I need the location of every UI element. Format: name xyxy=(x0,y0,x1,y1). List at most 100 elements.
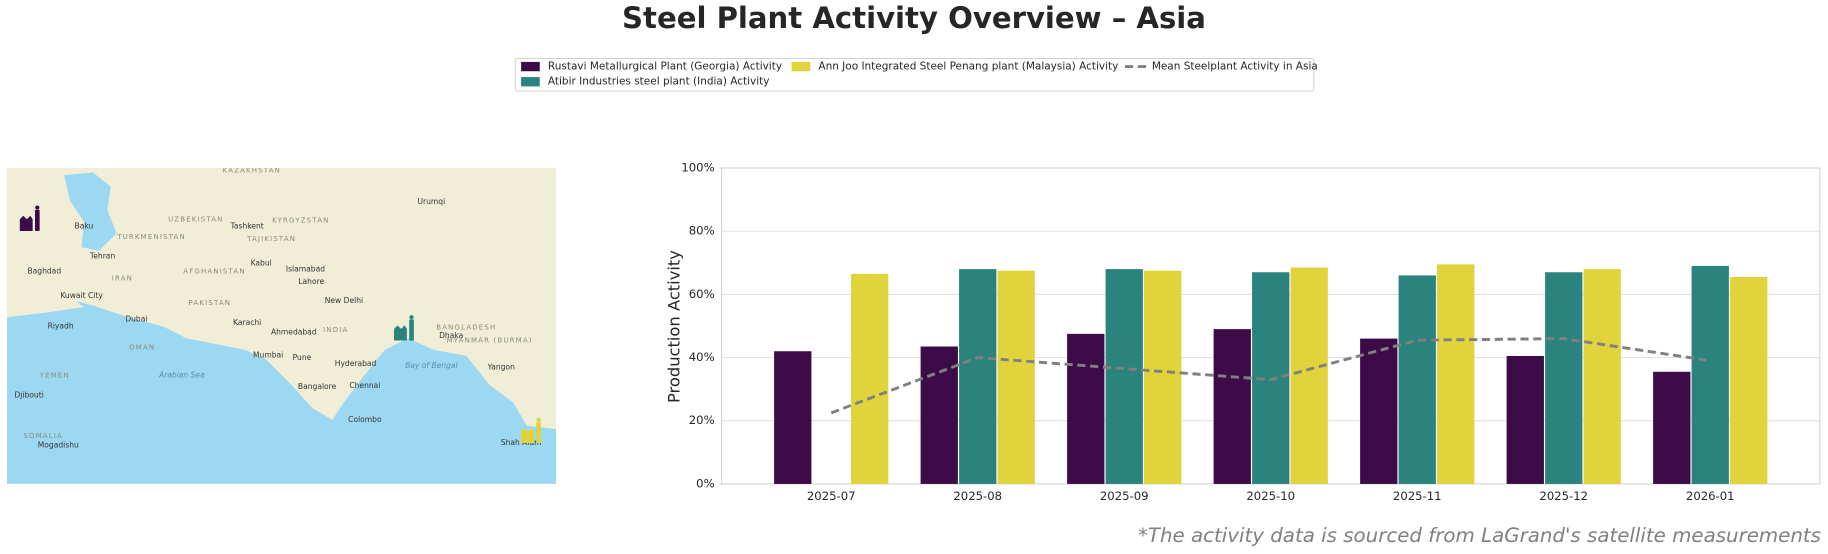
map-gulf xyxy=(6,338,138,409)
bar xyxy=(920,346,958,484)
legend-swatch xyxy=(521,61,540,72)
bar xyxy=(851,273,889,484)
map-label: Baghdad xyxy=(27,267,61,276)
map-label: MYANMAR (BURMA) xyxy=(447,337,533,345)
x-tick-label: 2026-01 xyxy=(1686,489,1735,503)
bar xyxy=(1583,269,1621,484)
plant-smoke xyxy=(536,417,541,422)
x-tick-label: 2025-10 xyxy=(1246,489,1295,503)
bar xyxy=(1730,276,1768,484)
legend-label: Ann Joo Integrated Steel Penang plant (M… xyxy=(818,61,1118,73)
bar xyxy=(1506,355,1544,484)
bar xyxy=(959,269,997,484)
map-label: KYRGYZSTAN xyxy=(272,216,329,224)
y-tick-label: 20% xyxy=(689,413,715,427)
x-tick-label: 2025-11 xyxy=(1393,489,1442,503)
map-label: TAJIKISTAN xyxy=(246,235,296,243)
map-label: Kuwait City xyxy=(60,291,103,300)
map-label: Tehran xyxy=(89,252,116,261)
plant-chimney xyxy=(536,422,541,444)
map-persian-gulf xyxy=(75,300,129,322)
y-tick-label: 0% xyxy=(696,476,714,490)
map-label: AFGHANISTAN xyxy=(183,268,246,276)
bar xyxy=(1691,265,1729,484)
plant-chimney xyxy=(409,319,414,341)
map-label: OMAN xyxy=(129,344,155,352)
map-label: Islamabad xyxy=(286,264,325,273)
map-label: Yangon xyxy=(487,362,515,371)
legend-label: Atibir Industries steel plant (India) Ac… xyxy=(548,76,770,88)
bar xyxy=(1545,272,1583,484)
map-label: PAKISTAN xyxy=(189,299,232,307)
plant-icon xyxy=(394,325,407,341)
bar xyxy=(1105,269,1143,484)
x-tick-label: 2025-12 xyxy=(1539,489,1588,503)
map-label: YEMEN xyxy=(39,372,70,380)
bar xyxy=(1398,275,1436,484)
map-label: Ahmedabad xyxy=(271,327,317,336)
map-label: Hyderabad xyxy=(335,359,377,368)
legend-label: Mean Steelplant Activity in Asia xyxy=(1152,61,1318,73)
footnote: *The activity data is sourced from LaGra… xyxy=(1138,524,1821,547)
y-axis-label: Production Activity xyxy=(665,250,684,403)
map-label: Baku xyxy=(75,221,94,230)
bar xyxy=(997,270,1035,484)
plant-icon xyxy=(19,215,33,231)
map-label: Shah Alam xyxy=(501,438,542,447)
map-label: Mogadishu xyxy=(38,440,79,449)
map-label: Bangalore xyxy=(298,382,337,391)
x-tick-label: 2025-09 xyxy=(1100,489,1149,503)
map-label: Tashkent xyxy=(230,221,264,230)
plant-smoke xyxy=(409,315,414,320)
map-label: UZBEKISTAN xyxy=(168,215,223,223)
map-label: Chennai xyxy=(349,381,380,390)
map-label: SOMALIA xyxy=(23,432,63,440)
bar xyxy=(1290,267,1328,484)
legend-box xyxy=(514,57,1315,92)
map-label: Colombo xyxy=(348,415,382,424)
map-label: Djibouti xyxy=(14,390,43,399)
map: KAZAKHSTAN Urumqi UZBEKISTAN KYRGYZSTAN Tash… xyxy=(6,166,557,484)
bar xyxy=(1360,338,1398,484)
map-label: Riyadh xyxy=(48,322,74,331)
plant-smoke xyxy=(35,205,40,210)
legend-swatch xyxy=(791,61,811,72)
map-label: BANGLADESH xyxy=(436,324,496,332)
map-label: Urumqi xyxy=(417,197,445,206)
map-label: Kabul xyxy=(251,259,272,268)
bar xyxy=(1653,371,1691,484)
mean-line xyxy=(830,337,1711,415)
bar xyxy=(1437,264,1475,484)
y-tick-label: 60% xyxy=(689,287,715,301)
chart-title: Steel Plant Activity Overview – Asia xyxy=(622,1,1206,35)
map-label: Arabian Sea xyxy=(158,371,205,380)
plant-icon xyxy=(521,427,534,444)
map-label: Pune xyxy=(293,353,312,362)
map-label: INDIA xyxy=(323,326,348,334)
plant-chimney xyxy=(34,209,40,231)
map-label: IRAN xyxy=(112,275,133,283)
map-caspian xyxy=(64,172,117,251)
map-label: New Delhi xyxy=(325,296,363,305)
map-label: KAZAKHSTAN xyxy=(223,166,281,174)
y-tick-label: 80% xyxy=(689,224,715,238)
map-label: TURKMENISTAN xyxy=(116,233,186,241)
map-label: Dubai xyxy=(125,315,147,324)
bar xyxy=(774,351,812,484)
bar xyxy=(1144,270,1182,484)
map-label: Bay of Bengal xyxy=(405,361,458,370)
map-sea xyxy=(6,305,557,484)
y-tick-label: 40% xyxy=(689,350,715,364)
map-label: Lahore xyxy=(298,277,324,286)
y-tick-label: 100% xyxy=(681,160,714,174)
x-tick-label: 2025-08 xyxy=(953,489,1002,503)
legend-label: Rustavi Metallurgical Plant (Georgia) Ac… xyxy=(548,61,782,73)
map-label: Mumbai xyxy=(253,351,283,360)
legend-swatch xyxy=(521,77,540,87)
bar xyxy=(1213,329,1251,484)
map-label: Dhaka xyxy=(439,331,463,340)
map-label: Karachi xyxy=(233,318,261,327)
x-tick-label: 2025-07 xyxy=(807,489,856,503)
